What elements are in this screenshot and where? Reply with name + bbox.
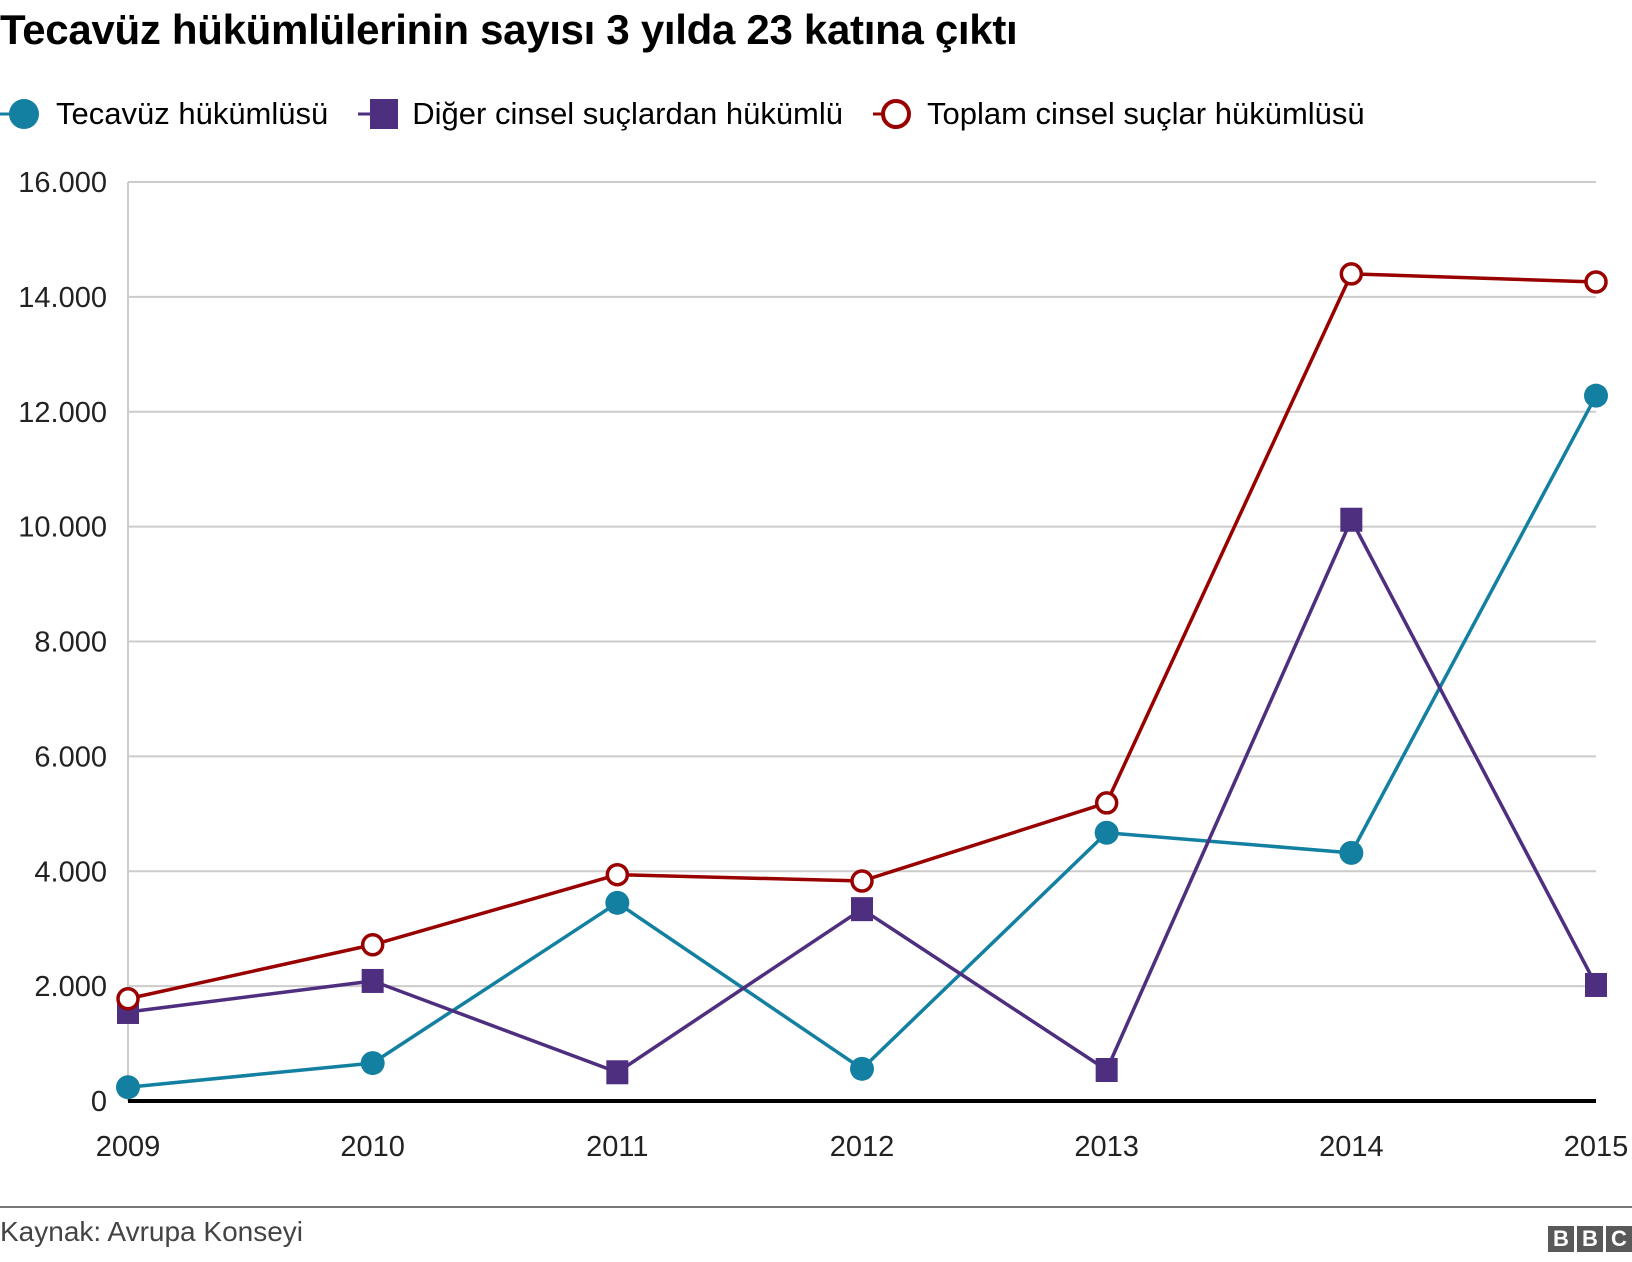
chart-title: Tecavüz hükümlülerinin sayısı 3 yılda 23… — [0, 6, 1018, 53]
source-text: Kaynak: Avrupa Konseyi — [0, 1216, 304, 1247]
data-point — [850, 1056, 874, 1081]
x-tick-label: 2009 — [96, 1131, 161, 1163]
data-point — [360, 933, 385, 957]
gridlines — [127, 181, 1596, 1101]
x-tick-label: 2013 — [1074, 1131, 1139, 1163]
x-tick-label: 2014 — [1319, 1131, 1384, 1163]
data-point — [1094, 791, 1119, 815]
legend-item-total: Toplam cinsel suçlar hükümlüsü — [871, 94, 1365, 134]
data-point — [1340, 507, 1363, 532]
circle-marker-icon — [0, 99, 39, 129]
x-tick-label: 2011 — [586, 1131, 648, 1163]
legend-item-rape: Tecavüz hükümlüsü — [0, 94, 328, 134]
line-chart: 0 2.000 4.000 6.000 8.000 10.000 12.000 14.000 1… — [18, 167, 1629, 1163]
legend-label: Toplam cinsel suçlar hükümlüsü — [927, 96, 1365, 131]
y-tick-label: 6.000 — [34, 741, 107, 773]
legend-label: Tecavüz hükümlüsü — [56, 96, 329, 131]
data-point — [116, 1075, 140, 1100]
square-marker-icon — [358, 99, 399, 129]
data-point — [606, 1060, 629, 1085]
data-point — [605, 890, 630, 915]
series-lines — [116, 262, 1608, 1100]
data-point — [850, 869, 874, 893]
bbc-logo: B B C — [1545, 1226, 1632, 1252]
legend: Tecavüz hükümlüsü Diğer cinsel suçlardan… — [0, 92, 1393, 136]
series-line — [127, 517, 1598, 1075]
data-point — [1095, 1057, 1118, 1082]
data-point — [360, 1051, 385, 1076]
bbc-logo-letter: B — [1548, 1226, 1574, 1252]
data-point — [1094, 820, 1119, 845]
x-tick-label: 2012 — [830, 1131, 895, 1163]
data-point — [1339, 262, 1364, 286]
data-point — [116, 987, 140, 1011]
y-tick-label: 16.000 — [18, 167, 107, 199]
y-tick-label: 4.000 — [34, 856, 107, 888]
footer-divider — [0, 1206, 1632, 1208]
series-circle — [116, 383, 1608, 1100]
y-tick-label: 8.000 — [34, 627, 107, 659]
data-point — [1584, 383, 1608, 408]
legend-item-other: Diğer cinsel suçlardan hükümlü — [356, 94, 843, 134]
y-tick-label: 2.000 — [34, 971, 107, 1003]
data-point — [1339, 840, 1364, 865]
y-tick-label: 0 — [91, 1086, 107, 1118]
data-point — [361, 968, 384, 993]
open-circle-marker-icon — [873, 99, 912, 129]
data-point — [1584, 270, 1608, 294]
data-point — [605, 862, 630, 887]
y-axis-ticks: 0 2.000 4.000 6.000 8.000 10.000 12.000 14.000 1… — [18, 167, 107, 1118]
series-open-circle — [116, 262, 1608, 1011]
x-tick-label: 2010 — [340, 1131, 405, 1163]
data-point — [1585, 972, 1607, 997]
y-tick-label: 10.000 — [18, 512, 107, 544]
data-point — [851, 897, 873, 922]
y-tick-label: 12.000 — [18, 397, 107, 429]
x-tick-label: 2015 — [1564, 1131, 1629, 1163]
y-tick-label: 14.000 — [18, 282, 107, 314]
bbc-logo-letter: B — [1577, 1226, 1603, 1252]
legend-label: Diğer cinsel suçlardan hükümlü — [412, 96, 844, 131]
series-square — [117, 507, 1607, 1085]
x-axis-ticks: 2009 2010 2011 2012 2013 2014 2015 — [96, 1131, 1629, 1163]
bbc-logo-letter: C — [1606, 1226, 1632, 1252]
